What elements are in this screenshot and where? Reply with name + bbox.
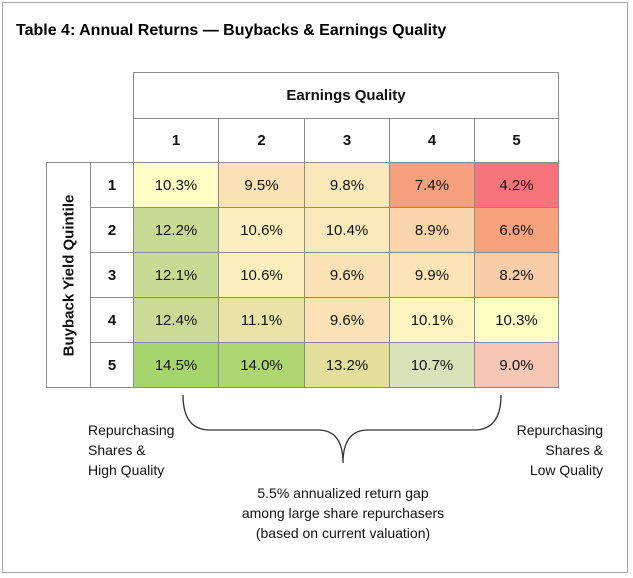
cell: 9.5% <box>218 162 305 208</box>
row-label: 3 <box>90 252 134 298</box>
row-header-text: Buyback Yield Quintile <box>60 194 77 356</box>
column-header: Earnings Quality <box>133 72 559 119</box>
cell: 9.6% <box>304 252 390 298</box>
frame <box>2 2 628 573</box>
column-label: 1 <box>133 118 219 163</box>
cell: 7.4% <box>389 162 475 208</box>
annotation-line: Shares & <box>545 442 603 458</box>
cell: 11.1% <box>218 297 305 343</box>
annotation-line: Repurchasing <box>516 422 603 438</box>
annotation-line: 5.5% annualized return gap <box>257 485 429 501</box>
annotation-line: (based on current valuation) <box>255 525 431 541</box>
cell: 12.4% <box>133 297 219 343</box>
annotation-line: Low Quality <box>529 462 603 478</box>
cell: 9.0% <box>474 342 559 388</box>
title: Table 4: Annual Returns — Buybacks & Ear… <box>16 22 447 39</box>
cell: 6.6% <box>474 207 559 253</box>
annotation-line: among large share repurchasers <box>241 505 445 521</box>
row-label: 5 <box>90 342 134 388</box>
annotation-line: High Quality <box>88 462 165 478</box>
cell: 8.2% <box>474 252 559 298</box>
cell: 9.8% <box>304 162 390 208</box>
column-label: 2 <box>218 118 305 163</box>
row-label: 4 <box>90 297 134 343</box>
cell: 12.1% <box>133 252 219 298</box>
cell: 4.2% <box>474 162 559 208</box>
cell: 10.6% <box>218 207 305 253</box>
cell: 10.4% <box>304 207 390 253</box>
cell: 14.5% <box>133 342 219 388</box>
cell: 13.2% <box>304 342 390 388</box>
row-label: 1 <box>90 162 134 208</box>
cell: 8.9% <box>389 207 475 253</box>
cell: 10.6% <box>218 252 305 298</box>
column-label: 5 <box>474 118 559 163</box>
cell: 10.3% <box>474 297 559 343</box>
cell: 10.3% <box>133 162 219 208</box>
cell: 12.2% <box>133 207 219 253</box>
cell: 14.0% <box>218 342 305 388</box>
cell: 10.7% <box>389 342 475 388</box>
column-label: 3 <box>304 118 390 163</box>
row-label: 2 <box>90 207 134 253</box>
row-header: Buyback Yield Quintile <box>46 162 91 388</box>
annotation-bottom: 5.5% annualized return gap among large sh… <box>193 483 493 543</box>
cell: 9.9% <box>389 252 475 298</box>
column-label: 4 <box>389 118 475 163</box>
annotation-left: Repurchasing Shares & High Quality <box>88 420 174 480</box>
annotation-right: Repurchasing Shares & Low Quality <box>517 420 603 480</box>
cell: 10.1% <box>389 297 475 343</box>
cell: 9.6% <box>304 297 390 343</box>
annotation-line: Repurchasing <box>88 422 175 438</box>
annotation-line: Shares & <box>88 442 146 458</box>
brace <box>182 394 502 464</box>
